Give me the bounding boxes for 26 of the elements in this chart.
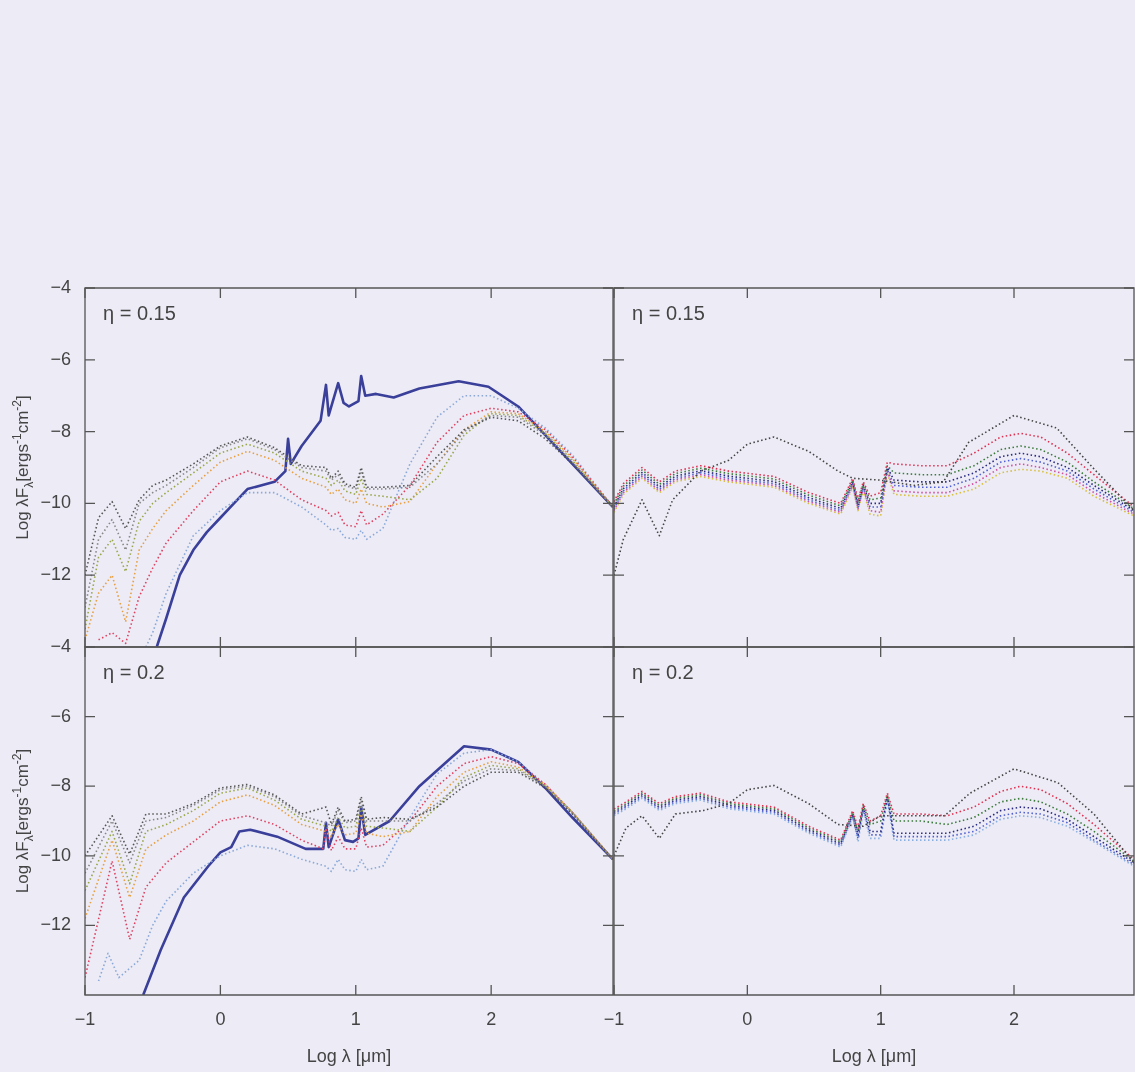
x-tick-label: 1	[875, 1008, 886, 1029]
annotation: η = 0.2	[632, 661, 694, 683]
y-tick-label: −10	[40, 844, 71, 865]
x-tick-label: 2	[486, 1008, 497, 1029]
y-axis-title: Log λFλ[ergs-1cm-2]	[10, 748, 36, 894]
y-tick-label: −4	[50, 635, 71, 656]
annotation: η = 0.15	[632, 302, 705, 324]
y-tick-label: −6	[50, 348, 71, 369]
y-axis-title: Log λFλ[ergs-1cm-2]	[10, 395, 36, 540]
y-tick-label: −6	[50, 705, 71, 726]
x-tick-label: 0	[215, 1008, 226, 1029]
y-tick-label: −4	[50, 276, 71, 297]
y-tick-label: −8	[50, 420, 71, 441]
annotation: η = 0.2	[103, 661, 165, 683]
y-tick-label: −8	[50, 775, 71, 796]
x-tick-label: 1	[350, 1008, 361, 1029]
x-axis-title: Log λ [μm]	[831, 1046, 917, 1067]
y-tick-label: −12	[40, 914, 71, 935]
annotation: η = 0.15	[103, 302, 176, 324]
x-axis-title: Log λ [μm]	[306, 1046, 392, 1067]
x-tick-label: −1	[603, 1008, 625, 1029]
x-tick-label: 2	[1008, 1008, 1020, 1029]
x-tick-label: −1	[74, 1008, 96, 1029]
y-tick-label: −10	[40, 492, 71, 513]
y-tick-label: −12	[40, 564, 71, 585]
x-tick-label: 0	[742, 1008, 753, 1029]
